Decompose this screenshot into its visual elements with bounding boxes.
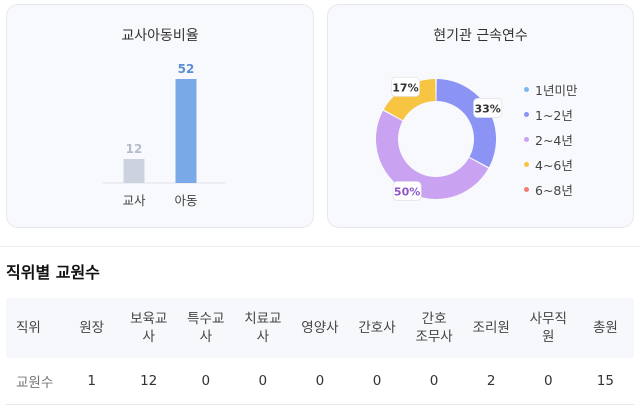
section-divider	[0, 246, 640, 247]
table-cell: 교원수	[16, 374, 54, 391]
table-header-cell: 보육교 사	[130, 311, 168, 345]
bar-1	[175, 79, 197, 183]
table-cell: 0	[315, 372, 325, 389]
donut-slice-2	[375, 110, 489, 200]
staff-table-header: 직위 원장 보육교 사 특수교 사 치료교 사 영양사 간호사 간호 조무사 조리원 사무직 원 총원	[6, 298, 634, 358]
table-header-cell: 간호사	[358, 320, 396, 336]
table-cell: 12	[140, 372, 158, 389]
table-cell: 0	[201, 372, 211, 389]
table-cell: 0	[429, 372, 439, 389]
legend-dot-icon	[524, 137, 529, 142]
svg-text:50%: 50%	[394, 186, 420, 199]
table-cell: 0	[372, 372, 382, 389]
teacher-child-ratio-card: 교사아동비율 12 교사 52 아동	[6, 4, 314, 228]
table-header-cell: 영양사	[301, 320, 339, 336]
legend-item[interactable]: 1~2년	[524, 102, 577, 127]
legend-item[interactable]: 1년미만	[524, 77, 577, 102]
legend-label: 1~2년	[535, 108, 573, 123]
table-cell: 0	[258, 372, 268, 389]
donut-data-label-1: 33%	[473, 98, 503, 118]
legend-label: 2~4년	[535, 133, 573, 148]
table-header-cell: 간호 조무사	[415, 311, 453, 345]
legend-dot-icon	[524, 162, 529, 167]
table-cell: 1	[87, 372, 96, 389]
table-header-cell: 직위	[16, 320, 41, 336]
legend-label: 1년미만	[535, 83, 578, 98]
ratio-bar-chart: 12 교사 52 아동	[103, 62, 225, 208]
legend-item[interactable]: 4~6년	[524, 152, 577, 177]
table-header-cell: 총원	[592, 320, 618, 336]
tenure-legend: 1년미만 1~2년 2~4년 4~6년 6~8년	[524, 77, 577, 202]
tenure-chart-title: 현기관 근속연수	[433, 28, 528, 44]
donut-data-label-3: 17%	[391, 76, 420, 97]
legend-dot-icon	[524, 112, 529, 117]
legend-dot-icon	[524, 87, 529, 92]
table-row: 교원수 1 12 0 0 0 0 0 2 0 15	[6, 358, 634, 404]
legend-label: 4~6년	[535, 158, 573, 173]
legend-label: 6~8년	[535, 183, 573, 198]
svg-text:17%: 17%	[392, 81, 418, 94]
staff-section-title: 직위별 교원수	[6, 263, 100, 282]
legend-item[interactable]: 2~4년	[524, 127, 577, 152]
table-cell: 0	[543, 372, 553, 389]
svg-text:33%: 33%	[474, 102, 500, 115]
table-header-cell: 조리원	[472, 320, 510, 336]
bar-category-label-1: 아동	[174, 193, 197, 208]
table-header-cell: 사무직 원	[529, 311, 567, 345]
tenure-donut-chart: 33% 50% 17%	[375, 76, 503, 201]
donut-slice-3	[383, 79, 436, 121]
table-cell: 2	[486, 372, 496, 389]
legend-dot-icon	[524, 187, 529, 192]
ratio-chart-title: 교사아동비율	[121, 28, 199, 44]
bar-value-label-0: 12	[126, 142, 143, 156]
bar-value-label-1: 52	[178, 62, 195, 76]
donut-slice-1	[436, 79, 496, 168]
table-header-cell: 특수교 사	[187, 311, 225, 345]
bar-0	[123, 159, 145, 183]
table-cell: 15	[596, 372, 614, 389]
bar-category-label-0: 교사	[122, 193, 146, 208]
table-header-cell: 치료교 사	[244, 311, 282, 345]
tenure-card: 현기관 근속연수 33% 50% 17% 1년미만 1~2년 2~4년 4~6년 6~8년	[327, 4, 634, 228]
legend-item[interactable]: 6~8년	[524, 177, 577, 202]
staff-table: 직위 원장 보육교 사 특수교 사 치료교 사 영양사 간호사 간호 조무사 조리원 사무직 원 총원 교원수…	[6, 298, 634, 405]
table-header-cell: 원장	[79, 320, 105, 336]
donut-data-label-2: 50%	[392, 181, 422, 201]
